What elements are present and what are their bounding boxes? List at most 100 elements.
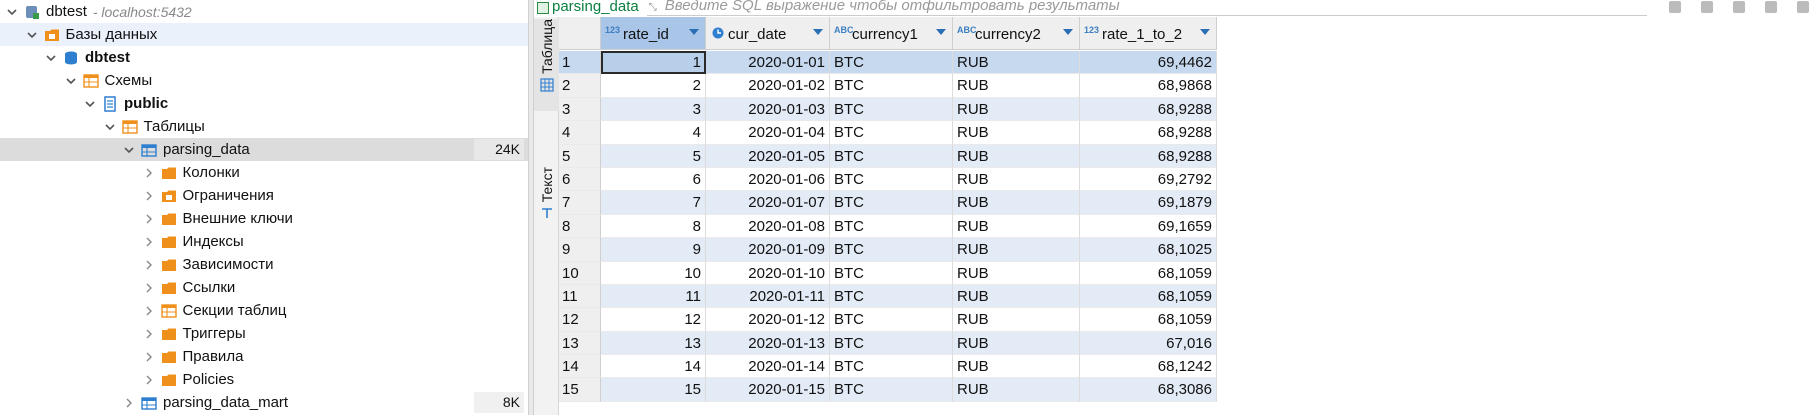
panel-splitter[interactable] (528, 0, 534, 415)
tab-text-view[interactable]: Текст (534, 167, 559, 257)
grid-cell[interactable]: 68,1059 (1080, 284, 1217, 309)
grid-cell[interactable]: 67,016 (1080, 331, 1217, 356)
grid-cell[interactable]: 2020-01-11 (706, 284, 830, 309)
grid-cell[interactable]: BTC (830, 167, 953, 192)
grid-cell[interactable]: 68,1059 (1080, 261, 1217, 285)
grid-cell[interactable]: 2020-01-12 (706, 308, 830, 332)
grid-cell[interactable]: 11 (601, 284, 706, 309)
sql-filter-input[interactable]: ⤡ Введите SQL выражение чтобы отфильтров… (646, 0, 1647, 16)
grid-cell[interactable]: 68,1242 (1080, 355, 1217, 379)
grid-cell[interactable]: 68,9288 (1080, 144, 1217, 168)
filter-back-icon[interactable] (1797, 1, 1809, 13)
table-row[interactable]: 2 2 2020-01-02 BTC RUB 68,9868 (559, 74, 1217, 98)
grid-cell[interactable]: 69,1879 (1080, 191, 1217, 215)
grid-cell[interactable]: 2020-01-01 (706, 51, 830, 75)
grid-cell[interactable]: BTC (830, 144, 953, 168)
grid-cell[interactable]: RUB (953, 355, 1080, 379)
grid-cell[interactable]: 68,9288 (1080, 97, 1217, 122)
grid-cell[interactable]: 9 (601, 238, 706, 262)
grid-cell[interactable]: 2020-01-09 (706, 238, 830, 262)
grid-cell[interactable]: 2020-01-10 (706, 261, 830, 285)
grid-cell[interactable]: 2020-01-06 (706, 167, 830, 192)
grid-cell[interactable]: RUB (953, 308, 1080, 332)
tree-node[interactable]: Зависимости (0, 253, 528, 276)
chevron-down-icon[interactable] (65, 75, 77, 87)
filter-history-icon[interactable] (1733, 1, 1745, 13)
table-row[interactable]: 8 8 2020-01-08 BTC RUB 69,1659 (559, 214, 1217, 239)
tree-node[interactable]: public (0, 92, 528, 115)
grid-cell[interactable]: RUB (953, 144, 1080, 168)
column-header-currency2[interactable]: ABC currency2 (953, 17, 1080, 50)
tree-node[interactable]: parsing_data_mart 8K (0, 391, 528, 414)
grid-cell[interactable]: RUB (953, 121, 1080, 145)
chevron-right-icon[interactable] (143, 213, 155, 225)
chevron-right-icon[interactable] (143, 282, 155, 294)
apply-filter-icon[interactable] (1669, 1, 1681, 13)
column-header-rate-1-to-2[interactable]: 123 rate_1_to_2 (1080, 17, 1217, 50)
grid-cell[interactable]: 69,4462 (1080, 51, 1217, 75)
grid-cell[interactable]: 2020-01-07 (706, 191, 830, 215)
table-row[interactable]: 5 5 2020-01-05 BTC RUB 68,9288 (559, 144, 1217, 168)
tree-node[interactable]: Ссылки (0, 276, 528, 299)
chevron-right-icon[interactable] (143, 305, 155, 317)
grid-cell[interactable]: 3 (601, 97, 706, 122)
grid-cell[interactable]: 68,1025 (1080, 238, 1217, 262)
grid-cell[interactable]: 2020-01-04 (706, 121, 830, 145)
grid-cell[interactable]: 7 (601, 191, 706, 215)
tree-node[interactable]: Таблицы (0, 115, 528, 138)
grid-cell[interactable]: 68,1059 (1080, 308, 1217, 332)
grid-cell[interactable]: BTC (830, 191, 953, 215)
chevron-down-icon[interactable] (123, 144, 135, 156)
tree-node[interactable]: parsing_data 24K (0, 138, 528, 161)
chevron-right-icon[interactable] (143, 328, 155, 340)
chevron-right-icon[interactable] (143, 259, 155, 271)
chevron-down-icon[interactable] (104, 121, 116, 133)
grid-cell[interactable]: 14 (601, 355, 706, 379)
connection-node[interactable]: dbtest - localhost:5432 (0, 0, 528, 23)
grid-cell[interactable]: 2020-01-13 (706, 331, 830, 356)
grid-cell[interactable]: 6 (601, 167, 706, 192)
grid-cell[interactable]: BTC (830, 74, 953, 98)
grid-cell[interactable]: 2020-01-08 (706, 214, 830, 239)
grid-cell[interactable]: RUB (953, 74, 1080, 98)
grid-cell[interactable]: 12 (601, 308, 706, 332)
grid-cell[interactable]: 1 (601, 51, 706, 75)
clear-filter-icon[interactable] (1701, 1, 1713, 13)
tree-node[interactable]: Правила (0, 345, 528, 368)
grid-cell[interactable]: 15 (601, 378, 706, 402)
chevron-right-icon[interactable] (143, 236, 155, 248)
table-row[interactable]: 7 7 2020-01-07 BTC RUB 69,1879 (559, 191, 1217, 215)
grid-cell[interactable]: 10 (601, 261, 706, 285)
grid-cell[interactable]: BTC (830, 378, 953, 402)
grid-cell[interactable]: RUB (953, 331, 1080, 356)
table-row[interactable]: 14 14 2020-01-14 BTC RUB 68,1242 (559, 355, 1217, 379)
grid-cell[interactable]: BTC (830, 355, 953, 379)
tree-node[interactable]: Триггеры (0, 322, 528, 345)
grid-cell[interactable]: 5 (601, 144, 706, 168)
filter-settings-icon[interactable] (1765, 1, 1777, 13)
tree-node[interactable]: Базы данных (0, 23, 528, 46)
chevron-right-icon[interactable] (143, 351, 155, 363)
grid-cell[interactable]: BTC (830, 214, 953, 239)
grid-cell[interactable]: BTC (830, 238, 953, 262)
filter-expand-icon[interactable]: ⤡ (648, 2, 657, 13)
tree-node[interactable]: Схемы (0, 69, 528, 92)
sort-dropdown-icon[interactable] (1200, 29, 1210, 35)
grid-cell[interactable]: RUB (953, 191, 1080, 215)
grid-cell[interactable]: BTC (830, 308, 953, 332)
table-row[interactable]: 1 1 2020-01-01 BTC RUB 69,4462 (559, 51, 1217, 75)
table-row[interactable]: 4 4 2020-01-04 BTC RUB 68,9288 (559, 121, 1217, 145)
sort-dropdown-icon[interactable] (689, 29, 699, 35)
tree-node[interactable]: dbtest (0, 46, 528, 69)
grid-cell[interactable]: BTC (830, 121, 953, 145)
sort-dropdown-icon[interactable] (936, 29, 946, 35)
grid-cell[interactable]: BTC (830, 284, 953, 309)
table-row[interactable]: 11 11 2020-01-11 BTC RUB 68,1059 (559, 284, 1217, 309)
grid-cell[interactable]: RUB (953, 51, 1080, 75)
grid-cell[interactable]: 8 (601, 214, 706, 239)
grid-cell[interactable]: 2020-01-02 (706, 74, 830, 98)
grid-cell[interactable]: 2 (601, 74, 706, 98)
table-row[interactable]: 6 6 2020-01-06 BTC RUB 69,2792 (559, 167, 1217, 192)
chevron-right-icon[interactable] (143, 374, 155, 386)
chevron-right-icon[interactable] (123, 397, 135, 409)
